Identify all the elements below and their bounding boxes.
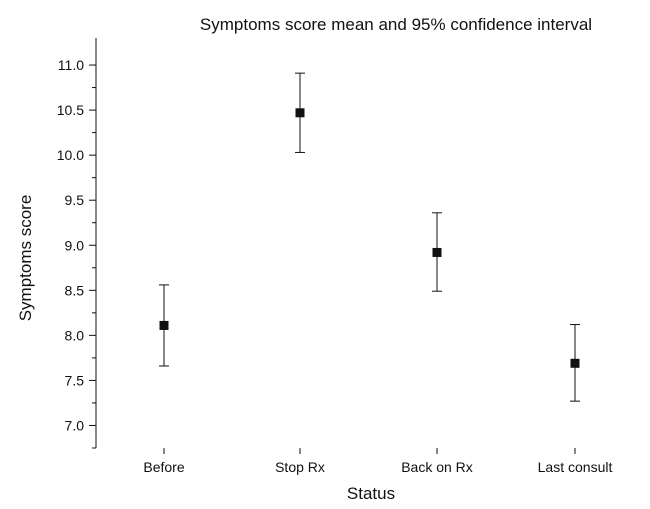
y-tick-label: 10.0	[57, 147, 84, 163]
chart-title: Symptoms score mean and 95% confidence i…	[200, 15, 592, 34]
x-tick-group: Before Stop Rx Back on Rx Last consult	[143, 448, 612, 475]
data-marks	[159, 72, 580, 402]
y-tick-label: 11.0	[58, 57, 84, 73]
mean-point	[432, 247, 442, 257]
y-tick-label: 8.5	[65, 282, 85, 298]
y-tick-group: 7.0 7.5 8.0 8.5 9.0 9.5 10.0 10.5 11.0	[57, 57, 96, 449]
y-tick-label: 7.5	[65, 372, 85, 388]
mean-point	[570, 358, 580, 368]
x-tick-label: Back on Rx	[401, 459, 473, 475]
x-tick-label: Stop Rx	[275, 459, 325, 475]
y-tick-label: 9.5	[65, 192, 85, 208]
x-tick-label: Last consult	[538, 459, 613, 475]
y-axis-label: Symptoms score	[16, 195, 35, 322]
mean-point	[295, 108, 305, 118]
mean-point	[159, 320, 169, 330]
x-tick-label: Before	[143, 459, 184, 475]
y-tick-label: 10.5	[57, 102, 84, 118]
y-tick-label: 9.0	[65, 237, 85, 253]
x-axis-label: Status	[347, 484, 395, 503]
y-tick-label: 8.0	[65, 327, 85, 343]
y-tick-label: 7.0	[65, 417, 85, 433]
